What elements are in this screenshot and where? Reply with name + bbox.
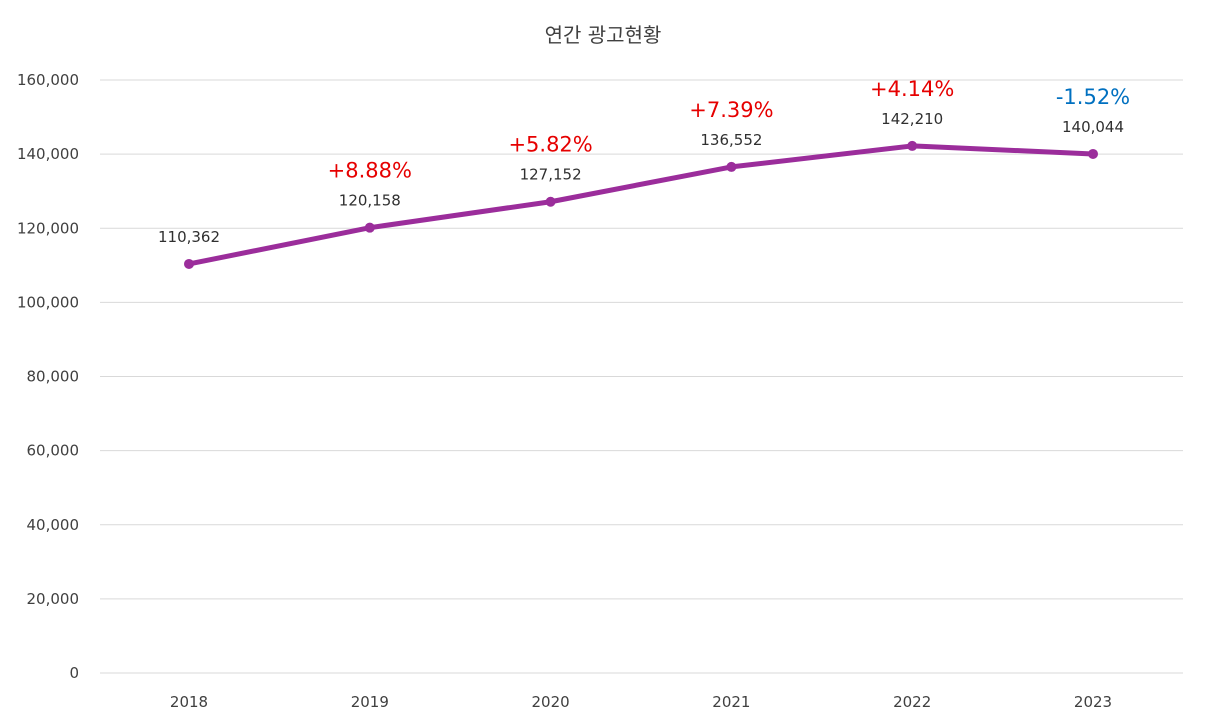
growth-rate-label: +7.39%	[689, 98, 773, 122]
x-tick-label: 2023	[1074, 693, 1112, 711]
y-tick-label: 0	[69, 664, 79, 682]
growth-rate-label: +8.88%	[328, 159, 412, 183]
y-tick-label: 100,000	[17, 293, 79, 311]
chart-title: 연간 광고현황	[545, 23, 662, 47]
data-label: 120,158	[339, 192, 401, 210]
growth-rate-label: +5.82%	[508, 133, 592, 157]
series-group	[184, 140, 1098, 269]
x-tick-label: 2021	[712, 693, 750, 711]
y-tick-label: 140,000	[17, 145, 79, 163]
y-tick-label: 20,000	[27, 590, 80, 608]
data-point	[364, 222, 375, 233]
data-label: 110,362	[158, 228, 220, 246]
x-tick-label: 2020	[532, 693, 570, 711]
data-point	[184, 258, 194, 269]
data-label: 142,210	[881, 110, 943, 128]
data-label: 136,552	[700, 131, 762, 149]
x-tick-label: 2019	[351, 693, 389, 711]
series-line	[186, 143, 1096, 267]
y-tick-label: 40,000	[27, 516, 80, 534]
x-tick-label: 2018	[170, 693, 208, 711]
data-label: 127,152	[520, 166, 582, 184]
y-tick-label: 160,000	[17, 71, 79, 89]
growth-annotations: +8.88% +5.82% +7.39% +4.14% -1.52%	[328, 77, 1131, 183]
y-tick-label: 60,000	[27, 442, 80, 460]
data-labels: 110,362 120,158 127,152 136,552 142,210 140,0…	[158, 110, 1124, 246]
y-axis-tick-labels: 0 20,000 40,000 60,000 80,000 100,000 120,000 1…	[17, 71, 79, 682]
data-point	[726, 161, 737, 172]
x-tick-label: 2022	[893, 693, 931, 711]
grid-lines	[100, 79, 1183, 674]
growth-rate-label: -1.52%	[1056, 85, 1130, 109]
y-tick-label: 80,000	[27, 368, 80, 386]
data-label: 140,044	[1062, 118, 1124, 136]
data-point	[1088, 148, 1098, 159]
growth-rate-label: +4.14%	[870, 77, 954, 101]
data-point	[545, 196, 556, 207]
data-point	[907, 140, 918, 151]
y-tick-label: 120,000	[17, 219, 79, 237]
x-axis-tick-labels: 2018 2019 2020 2021 2022 2023	[170, 693, 1112, 711]
